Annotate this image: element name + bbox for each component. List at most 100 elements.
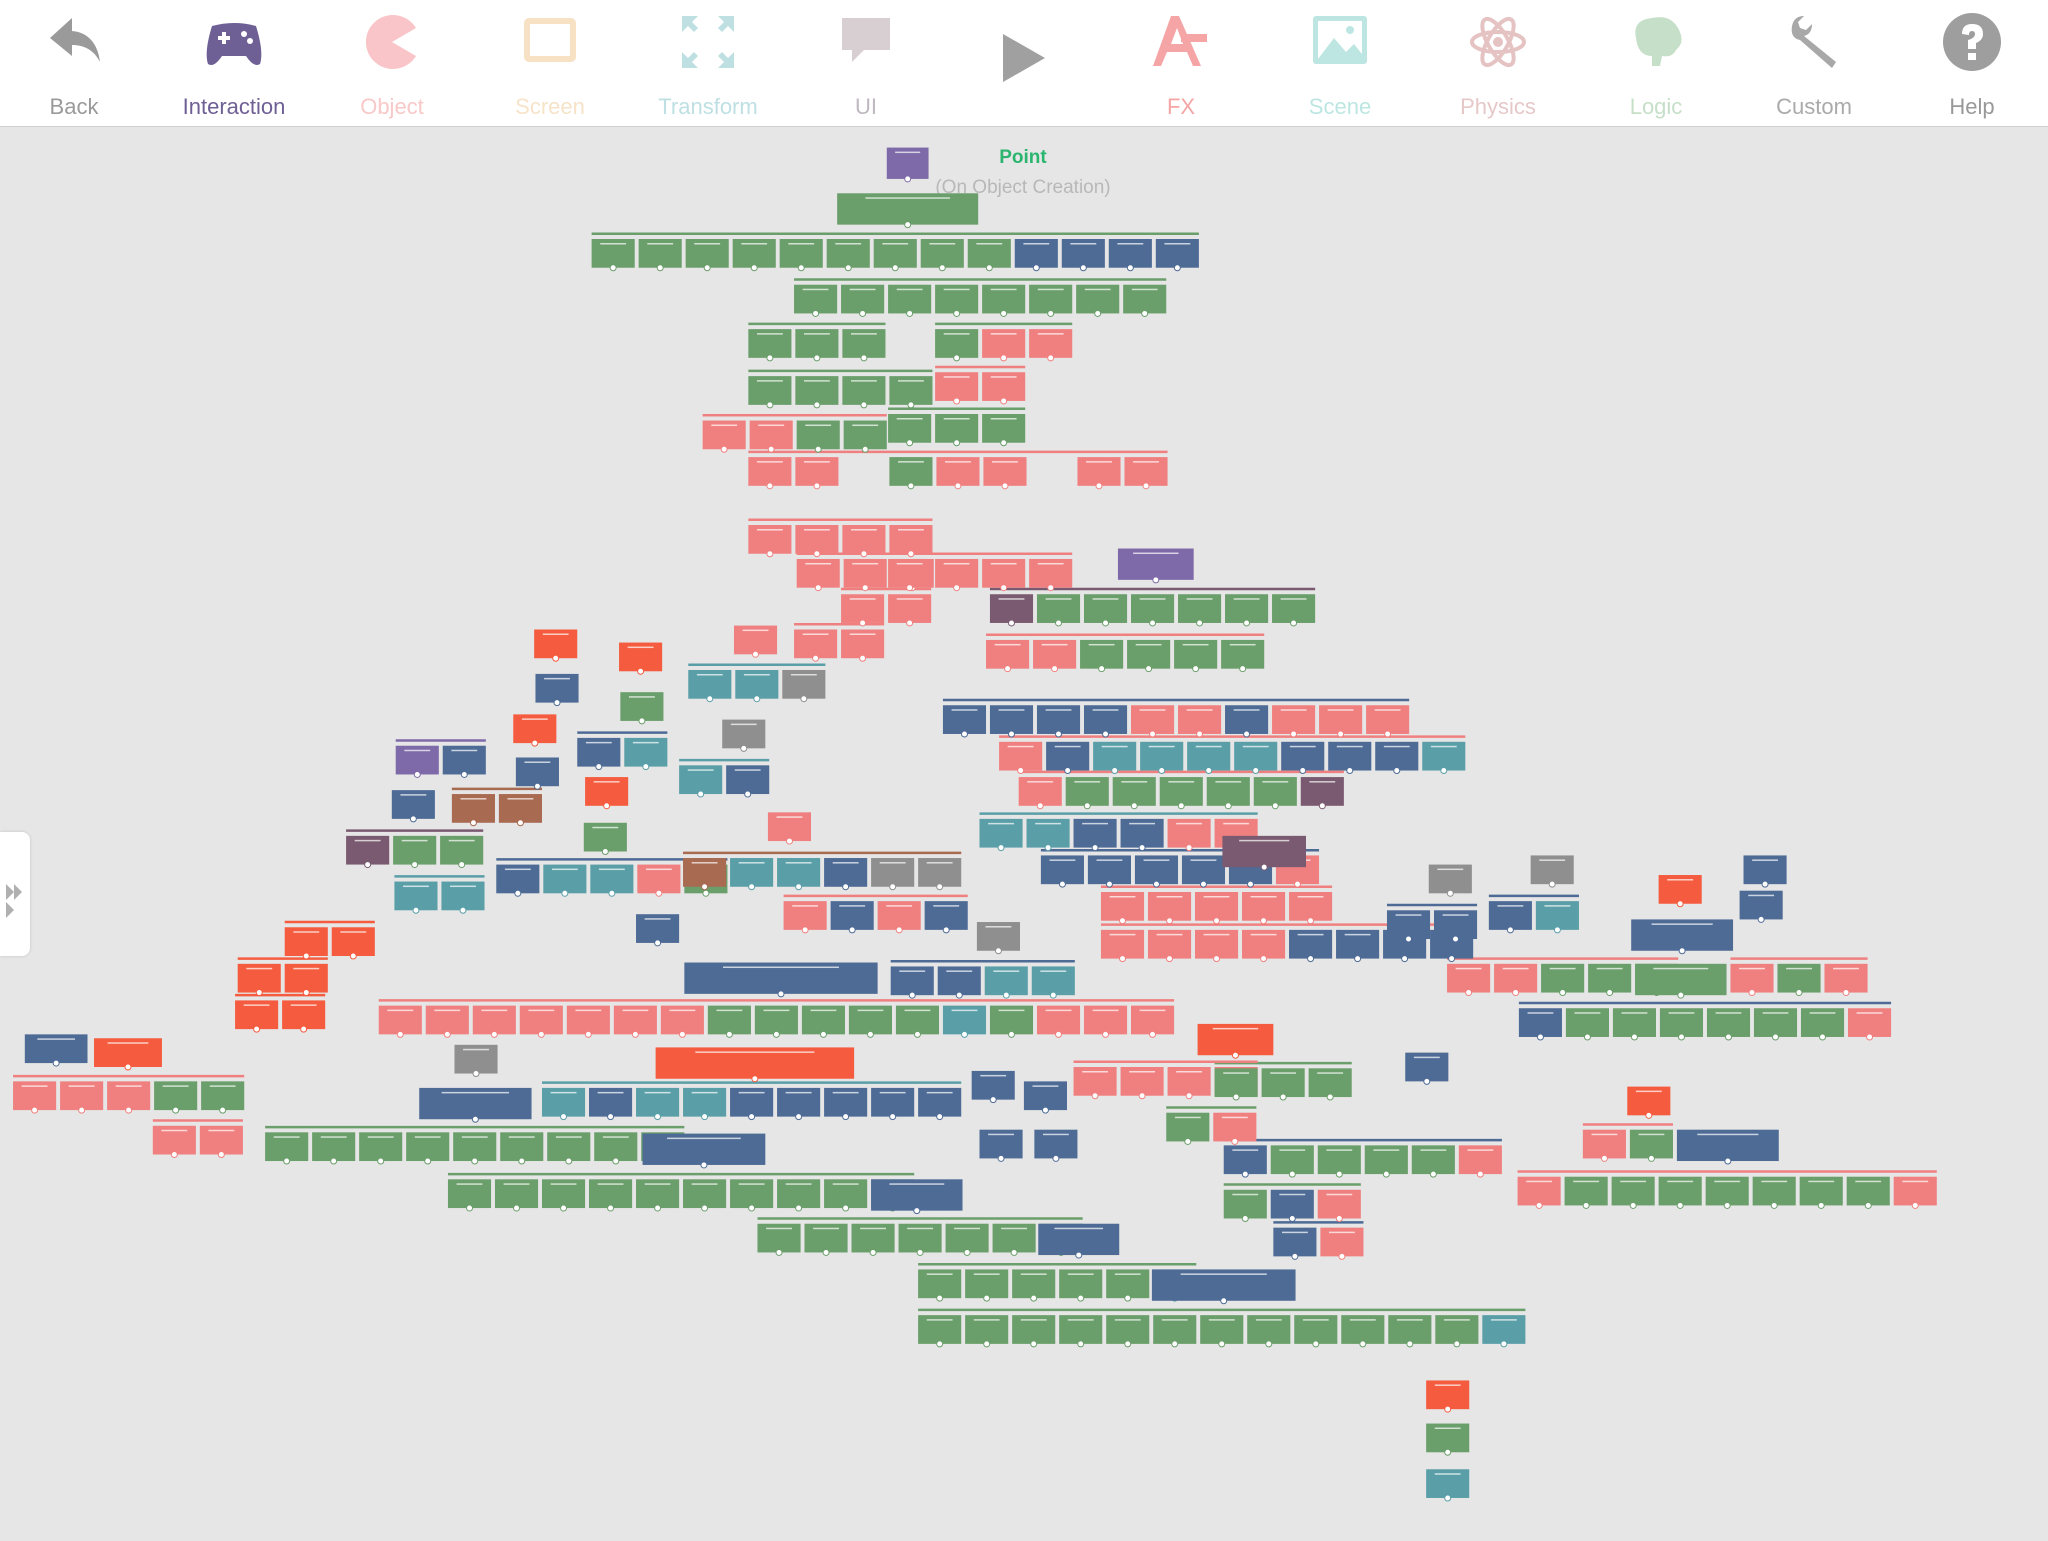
node[interactable] [826,238,870,272]
node[interactable] [1320,1227,1364,1260]
node[interactable] [730,1179,774,1212]
node[interactable] [945,1223,989,1256]
node[interactable] [935,372,979,405]
node[interactable] [1174,639,1218,673]
node[interactable] [1038,1223,1120,1259]
node[interactable] [541,1179,586,1212]
node[interactable] [754,1005,798,1038]
node[interactable] [1272,594,1316,627]
node[interactable] [777,1179,821,1212]
node[interactable] [535,673,579,707]
node[interactable] [391,790,435,823]
play-button[interactable] [948,0,1098,126]
node[interactable] [1530,855,1574,888]
node[interactable] [1120,1067,1164,1100]
node[interactable] [683,1087,727,1121]
node[interactable] [541,1087,586,1121]
node[interactable] [848,1005,892,1038]
node[interactable] [1447,963,1491,997]
back-button[interactable]: Back [0,0,149,126]
node[interactable] [730,1087,774,1121]
node[interactable] [1083,705,1128,738]
node[interactable] [359,1132,403,1165]
node[interactable] [801,1005,845,1038]
node[interactable] [1659,1008,1704,1041]
node[interactable] [590,864,634,897]
node[interactable] [1328,741,1372,775]
node[interactable] [986,639,1030,673]
node[interactable] [841,629,885,662]
node[interactable] [1083,594,1128,627]
node[interactable] [683,858,727,891]
node[interactable] [1036,1005,1081,1038]
node[interactable] [898,1223,942,1256]
node[interactable] [1151,1269,1296,1305]
node[interactable] [1029,329,1073,362]
node[interactable] [842,329,886,362]
node[interactable] [794,629,838,662]
node[interactable] [1036,594,1081,627]
node[interactable] [895,1005,940,1038]
node[interactable] [1046,741,1090,775]
node[interactable] [284,927,328,960]
node[interactable] [1824,963,1868,997]
node[interactable] [842,525,886,558]
node[interactable] [1289,929,1333,963]
node[interactable] [1181,855,1226,888]
node[interactable] [1197,1023,1274,1059]
node[interactable] [1026,818,1070,852]
node[interactable] [937,966,981,999]
node[interactable] [624,737,668,771]
node[interactable] [1077,457,1121,490]
node[interactable] [1130,594,1175,627]
node[interactable] [1225,705,1269,738]
node[interactable] [767,812,812,845]
node[interactable] [1739,890,1783,923]
node[interactable] [1541,963,1585,997]
node[interactable] [1036,705,1081,738]
node[interactable] [1155,238,1199,272]
node[interactable] [1847,1008,1892,1041]
node[interactable] [1635,963,1727,999]
node[interactable] [1426,1423,1470,1456]
node[interactable] [1147,929,1192,963]
node[interactable] [589,1087,633,1121]
node[interactable] [777,858,821,891]
node[interactable] [871,858,915,891]
node[interactable] [1308,1068,1352,1101]
physics-button[interactable]: Physics [1423,0,1573,126]
node[interactable] [1247,1315,1291,1348]
node[interactable] [395,745,439,778]
node[interactable] [1629,1129,1673,1162]
node[interactable] [796,558,840,592]
node[interactable] [1317,1145,1361,1178]
node[interactable] [748,525,792,558]
node[interactable] [1214,1068,1258,1101]
node[interactable] [594,1132,638,1165]
node[interactable] [519,1005,563,1038]
node[interactable] [1178,705,1222,738]
node[interactable] [757,1223,801,1256]
node[interactable] [1167,818,1211,852]
node[interactable] [1426,1380,1470,1413]
node[interactable] [1658,875,1702,908]
scene-button[interactable]: Scene [1265,0,1415,126]
node[interactable] [688,669,732,703]
node[interactable] [1627,1086,1671,1119]
node[interactable] [24,1034,88,1067]
node[interactable] [496,864,540,897]
node[interactable] [1294,1315,1338,1348]
node[interactable] [583,822,627,856]
node[interactable] [577,737,621,771]
node[interactable] [1300,777,1344,810]
node[interactable] [918,858,962,891]
node[interactable] [982,284,1026,317]
node[interactable] [730,858,774,891]
node[interactable] [1059,1269,1103,1302]
node[interactable] [1073,818,1117,852]
node[interactable] [1059,1315,1103,1348]
node[interactable] [498,794,542,827]
node[interactable] [1140,741,1184,775]
node[interactable] [312,1132,356,1165]
node[interactable] [1206,777,1250,810]
